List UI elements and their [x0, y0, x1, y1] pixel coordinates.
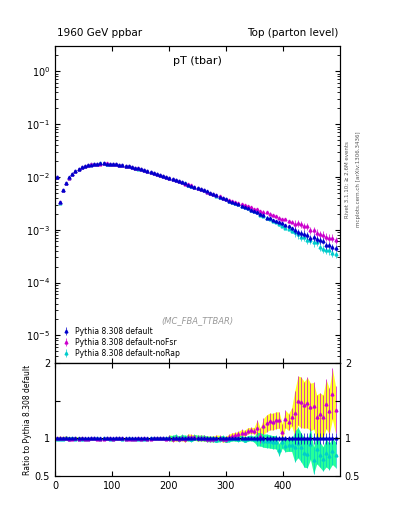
Text: Top (parton level): Top (parton level)	[247, 28, 339, 38]
Y-axis label: Ratio to Pythia 8.308 default: Ratio to Pythia 8.308 default	[23, 365, 32, 475]
Text: Rivet 3.1.10; ≥ 2.6M events: Rivet 3.1.10; ≥ 2.6M events	[345, 141, 350, 218]
Legend: Pythia 8.308 default, Pythia 8.308 default-noFsr, Pythia 8.308 default-noRap: Pythia 8.308 default, Pythia 8.308 defau…	[59, 325, 181, 359]
Text: (MC_FBA_TTBAR): (MC_FBA_TTBAR)	[162, 316, 233, 325]
Text: pT (tbar): pT (tbar)	[173, 56, 222, 66]
Text: 1960 GeV ppbar: 1960 GeV ppbar	[57, 28, 142, 38]
Text: mcplots.cern.ch [arXiv:1306.3436]: mcplots.cern.ch [arXiv:1306.3436]	[356, 132, 361, 227]
